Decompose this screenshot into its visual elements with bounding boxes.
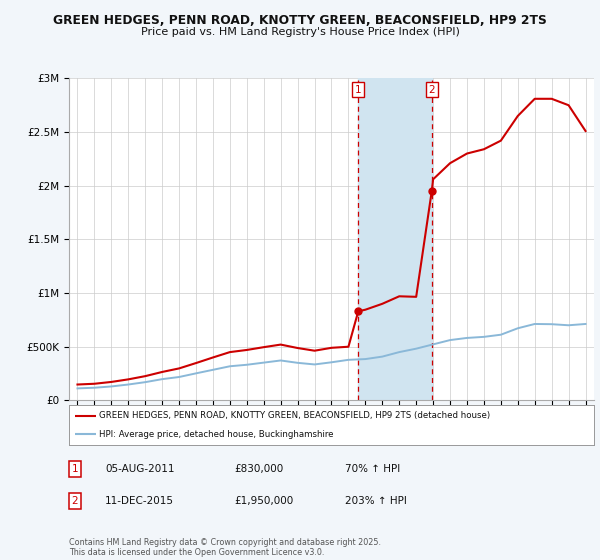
Text: 1: 1 xyxy=(71,464,79,474)
Text: 11-DEC-2015: 11-DEC-2015 xyxy=(105,496,174,506)
Text: £1,950,000: £1,950,000 xyxy=(234,496,293,506)
Text: 2: 2 xyxy=(428,85,435,95)
Text: Price paid vs. HM Land Registry's House Price Index (HPI): Price paid vs. HM Land Registry's House … xyxy=(140,27,460,37)
Text: Contains HM Land Registry data © Crown copyright and database right 2025.
This d: Contains HM Land Registry data © Crown c… xyxy=(69,538,381,557)
Text: GREEN HEDGES, PENN ROAD, KNOTTY GREEN, BEACONSFIELD, HP9 2TS: GREEN HEDGES, PENN ROAD, KNOTTY GREEN, B… xyxy=(53,14,547,27)
Text: 70% ↑ HPI: 70% ↑ HPI xyxy=(345,464,400,474)
Bar xyxy=(358,78,432,400)
Text: GREEN HEDGES, PENN ROAD, KNOTTY GREEN, BEACONSFIELD, HP9 2TS (detached house): GREEN HEDGES, PENN ROAD, KNOTTY GREEN, B… xyxy=(100,411,491,420)
Text: 05-AUG-2011: 05-AUG-2011 xyxy=(105,464,175,474)
Text: £830,000: £830,000 xyxy=(234,464,283,474)
Text: HPI: Average price, detached house, Buckinghamshire: HPI: Average price, detached house, Buck… xyxy=(100,430,334,439)
Text: 2: 2 xyxy=(71,496,79,506)
Text: 203% ↑ HPI: 203% ↑ HPI xyxy=(345,496,407,506)
Text: 1: 1 xyxy=(355,85,362,95)
